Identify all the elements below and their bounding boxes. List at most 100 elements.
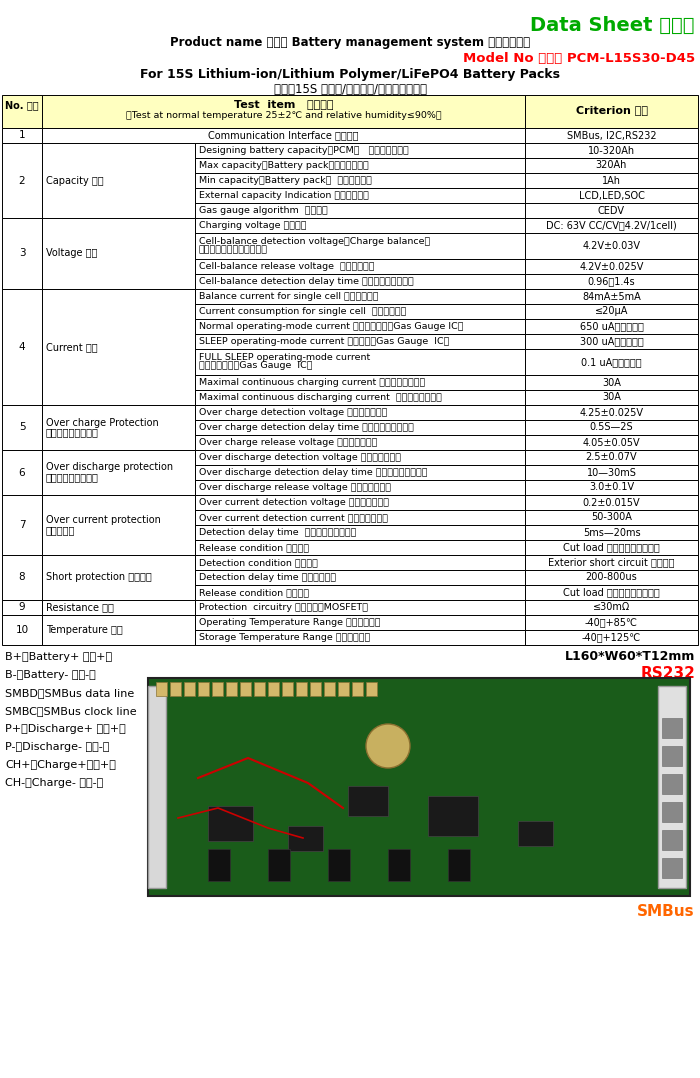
Text: 过充电保护（单节）: 过充电保护（单节） <box>46 428 99 438</box>
Text: Short protection 短路保护: Short protection 短路保护 <box>46 572 152 582</box>
Bar <box>2 289 42 405</box>
Bar <box>525 375 698 390</box>
Text: 3: 3 <box>19 249 25 259</box>
Bar <box>195 495 525 510</box>
Bar <box>195 375 525 390</box>
Bar <box>42 289 195 405</box>
Text: Over charge Protection: Over charge Protection <box>46 417 159 428</box>
Bar <box>525 390 698 405</box>
Bar <box>525 555 698 570</box>
Bar <box>282 682 293 696</box>
Bar <box>525 616 698 630</box>
Text: 10: 10 <box>15 625 29 635</box>
Bar <box>42 450 195 495</box>
Bar <box>195 420 525 436</box>
Bar <box>2 95 42 128</box>
Text: Cell-balance release voltage  均衡截止电压: Cell-balance release voltage 均衡截止电压 <box>199 262 374 271</box>
Text: Max capacity（Battery pack）最大支持容量: Max capacity（Battery pack）最大支持容量 <box>199 161 369 170</box>
Text: P-：Discharge- 放电-极: P-：Discharge- 放电-极 <box>5 742 109 752</box>
Text: L160*W60*T12mm: L160*W60*T12mm <box>565 650 695 663</box>
Bar <box>525 540 698 555</box>
Text: Cut load 断开负载，自动恢复: Cut load 断开负载，自动恢复 <box>563 588 660 597</box>
Text: Over current protection: Over current protection <box>46 515 161 525</box>
Bar <box>525 259 698 274</box>
Bar <box>328 849 350 881</box>
Text: 4.2V±0.025V: 4.2V±0.025V <box>580 262 644 272</box>
Text: 0.1 uA（平均值）: 0.1 uA（平均值） <box>581 357 642 367</box>
Text: Product name 品名： Battery management system 电池管理系统: Product name 品名： Battery management syst… <box>170 36 530 49</box>
Text: 8: 8 <box>19 572 25 582</box>
Bar <box>525 600 698 616</box>
Text: External capacity Indication 外部容量指示: External capacity Indication 外部容量指示 <box>199 191 369 201</box>
Text: Cell-balance detection voltage（Charge balance）: Cell-balance detection voltage（Charge ba… <box>199 237 430 247</box>
Text: SMBD：SMBus data line: SMBD：SMBus data line <box>5 688 134 697</box>
Text: 7: 7 <box>19 520 25 530</box>
Bar <box>2 616 42 645</box>
Text: Exterior short circuit 外部短路: Exterior short circuit 外部短路 <box>548 557 675 567</box>
Text: Model No 型号： PCM-L15S30-D45: Model No 型号： PCM-L15S30-D45 <box>463 52 695 65</box>
Text: Communication Interface 通信接口: Communication Interface 通信接口 <box>209 130 358 140</box>
Bar <box>148 678 690 896</box>
Bar <box>525 218 698 233</box>
Text: 1Ah: 1Ah <box>602 176 621 185</box>
Bar <box>525 334 698 349</box>
Text: 5ms—20ms: 5ms—20ms <box>582 527 640 538</box>
Text: 过放电保护（单节）: 过放电保护（单节） <box>46 472 99 483</box>
Text: 50-300A: 50-300A <box>591 512 632 523</box>
Text: 84mA±5mA: 84mA±5mA <box>582 291 641 302</box>
Bar <box>324 682 335 696</box>
Bar <box>195 616 525 630</box>
Bar <box>662 774 682 794</box>
Bar <box>195 319 525 334</box>
Text: SMBC：SMBus clock line: SMBC：SMBus clock line <box>5 706 136 716</box>
Bar <box>525 405 698 420</box>
Bar <box>42 95 525 128</box>
Bar <box>195 436 525 450</box>
Bar <box>525 203 698 218</box>
Text: ≤30mΩ: ≤30mΩ <box>593 603 630 612</box>
Bar <box>195 203 525 218</box>
Text: P+：Discharge+ 放电+极: P+：Discharge+ 放电+极 <box>5 724 126 734</box>
Bar <box>662 858 682 877</box>
Bar <box>195 349 525 375</box>
Text: 650 uA（平均值）: 650 uA（平均值） <box>580 321 643 332</box>
Bar <box>525 158 698 172</box>
Bar <box>525 128 698 143</box>
Text: Detection condition 检测状态: Detection condition 检测状态 <box>199 558 318 567</box>
Bar <box>195 390 525 405</box>
Text: No. 编号: No. 编号 <box>5 100 38 110</box>
Bar <box>195 570 525 585</box>
Text: SLEEP operating-mode current 休眠模式（Gas Gauge  IC）: SLEEP operating-mode current 休眠模式（Gas Ga… <box>199 337 449 346</box>
Text: Over discharge detection delay time 过放电检测延时时间: Over discharge detection delay time 过放电检… <box>199 468 428 476</box>
Text: Maximal continuous discharging current  最大持续放电电流: Maximal continuous discharging current 最… <box>199 393 442 402</box>
Bar <box>195 304 525 319</box>
Text: 200-800us: 200-800us <box>586 572 638 582</box>
Text: Operating Temperature Range 工作温度范围: Operating Temperature Range 工作温度范围 <box>199 618 381 627</box>
Bar <box>525 450 698 465</box>
Text: 0.96～1.4s: 0.96～1.4s <box>588 276 636 287</box>
Bar <box>195 172 525 188</box>
Bar <box>195 630 525 645</box>
Bar <box>195 289 525 304</box>
Bar <box>195 540 525 555</box>
Text: Criterion 标准: Criterion 标准 <box>575 105 648 115</box>
Text: LCD,LED,SOC: LCD,LED,SOC <box>579 191 645 201</box>
Bar <box>42 600 195 616</box>
Bar <box>2 600 42 616</box>
Bar <box>195 585 525 600</box>
Bar <box>525 465 698 480</box>
Text: For 15S Lithium-ion/Lithium Polymer/LiFePO4 Battery Packs: For 15S Lithium-ion/Lithium Polymer/LiFe… <box>140 68 560 81</box>
Text: Release condition 恢复状态: Release condition 恢复状态 <box>199 588 309 597</box>
Text: SMBus, I2C,RS232: SMBus, I2C,RS232 <box>567 130 657 140</box>
Bar <box>525 585 698 600</box>
Text: ≤20μA: ≤20μA <box>595 306 628 317</box>
Bar <box>195 450 525 465</box>
Bar <box>366 682 377 696</box>
Text: 4.25±0.025V: 4.25±0.025V <box>580 407 643 417</box>
Text: Balance current for single cell 单节均衡电流: Balance current for single cell 单节均衡电流 <box>199 292 379 301</box>
Bar <box>2 495 42 555</box>
Text: -40～+85℃: -40～+85℃ <box>585 618 638 627</box>
Bar <box>195 218 525 233</box>
Bar <box>195 600 525 616</box>
Bar <box>2 450 42 495</box>
